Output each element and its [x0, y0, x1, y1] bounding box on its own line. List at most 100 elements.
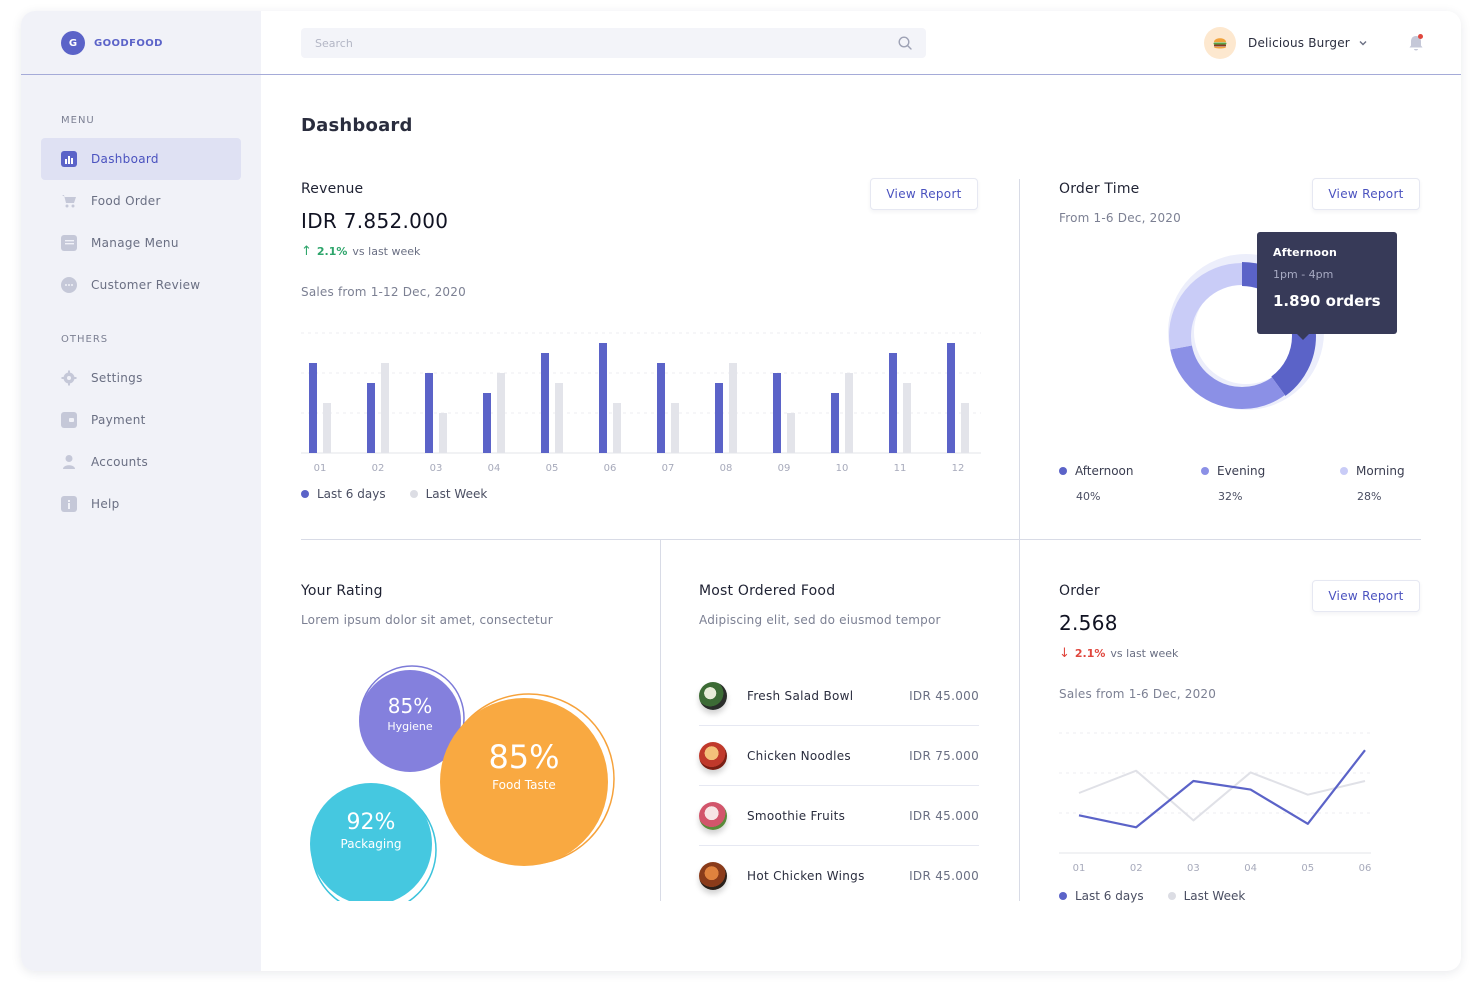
- legend-item-evening[interactable]: Evening 32%: [1201, 464, 1265, 503]
- profile-menu[interactable]: Delicious Burger: [1204, 27, 1368, 59]
- legend-item-morning[interactable]: Morning 28%: [1340, 464, 1405, 503]
- legend-item-current[interactable]: Last 6 days: [301, 487, 386, 501]
- legend-item-previous[interactable]: Last Week: [1167, 889, 1246, 903]
- legend-item-previous[interactable]: Last Week: [409, 487, 488, 501]
- search-bar: [301, 28, 926, 58]
- bar[interactable]: [309, 363, 317, 453]
- bar[interactable]: [947, 343, 955, 453]
- chevron-down-icon: [1359, 41, 1367, 46]
- list-item[interactable]: Chicken Noodles IDR 75.000: [699, 726, 979, 786]
- bar[interactable]: [425, 373, 433, 453]
- order-title: Order: [1059, 583, 1100, 599]
- sidebar-item-label: Accounts: [91, 455, 149, 469]
- order-legend: Last 6 days Last Week: [1059, 889, 1269, 903]
- bar[interactable]: [715, 383, 723, 453]
- x-tick-label: 03: [430, 463, 443, 471]
- bar[interactable]: [483, 393, 491, 453]
- bar[interactable]: [671, 403, 679, 453]
- brand[interactable]: G GOODFOOD: [61, 31, 163, 55]
- cart-icon: [61, 193, 77, 209]
- packaging-text: Packaging: [340, 837, 402, 851]
- bar[interactable]: [845, 373, 853, 453]
- list-item[interactable]: Fresh Salad Bowl IDR 45.000: [699, 666, 979, 726]
- card-divider: [660, 540, 661, 901]
- series-line-current[interactable]: [1078, 749, 1366, 829]
- bar[interactable]: [599, 343, 607, 453]
- revenue-legend: Last 6 days Last Week: [301, 487, 511, 501]
- bar[interactable]: [831, 393, 839, 453]
- donut-slice-evening[interactable]: [1169, 263, 1315, 409]
- x-tick-label: 09: [778, 463, 791, 471]
- legend-item-afternoon[interactable]: Afternoon 40%: [1059, 464, 1134, 503]
- bar[interactable]: [541, 353, 549, 453]
- arrow-up-icon: ↑: [301, 244, 312, 259]
- sidebar-item-accounts[interactable]: Accounts: [41, 441, 241, 483]
- tooltip-value: 1.890 orders: [1273, 292, 1381, 310]
- x-tick-label: 03: [1187, 863, 1200, 873]
- order-delta-pct: 2.1%: [1074, 647, 1106, 660]
- bar[interactable]: [961, 403, 969, 453]
- bar[interactable]: [729, 363, 737, 453]
- bar[interactable]: [657, 363, 665, 453]
- x-tick-label: 04: [488, 463, 501, 471]
- sidebar: G GOODFOOD MENU Dashboard Food Order Man…: [21, 11, 261, 971]
- taste-bubble[interactable]: [440, 698, 608, 866]
- legend-dot: [1340, 467, 1348, 475]
- rating-title: Your Rating: [301, 583, 383, 599]
- legend-dot: [1201, 467, 1209, 475]
- profile-name: Delicious Burger: [1248, 36, 1350, 50]
- menu-section-label: MENU: [61, 115, 95, 126]
- search-icon[interactable]: [898, 36, 912, 50]
- revenue-subtitle: Sales from 1-12 Dec, 2020: [301, 285, 466, 299]
- sidebar-item-food-order[interactable]: Food Order: [41, 180, 241, 222]
- list-item[interactable]: Hot Chicken Wings IDR 45.000: [699, 846, 979, 906]
- legend-label: Last Week: [425, 487, 488, 501]
- sidebar-item-settings[interactable]: Settings: [41, 357, 241, 399]
- bar[interactable]: [323, 403, 331, 453]
- chart-icon: [61, 151, 77, 167]
- sidebar-item-label: Food Order: [91, 194, 161, 208]
- order-view-report-button[interactable]: View Report: [1312, 580, 1420, 612]
- legend-item-current[interactable]: Last 6 days: [1059, 889, 1144, 903]
- sidebar-item-customer-review[interactable]: Customer Review: [41, 264, 241, 306]
- legend-label: Afternoon: [1075, 464, 1134, 478]
- bar[interactable]: [903, 383, 911, 453]
- search-input[interactable]: [301, 28, 861, 58]
- revenue-bar-chart: 01 02 03 04 05 06 07 08 09 10 11 12: [301, 332, 981, 471]
- revenue-delta-text: vs last week: [352, 245, 421, 258]
- bar[interactable]: [555, 383, 563, 453]
- legend-label: Last Week: [1183, 889, 1246, 903]
- legend-pct: 32%: [1218, 490, 1243, 503]
- x-tick-label: 12: [952, 463, 965, 471]
- bell-icon[interactable]: [1407, 33, 1425, 53]
- revenue-delta-pct: 2.1%: [316, 245, 348, 258]
- donut-slice-morning[interactable]: [1169, 263, 1315, 409]
- order-subtitle: Sales from 1-6 Dec, 2020: [1059, 687, 1217, 701]
- legend-dot: [1059, 467, 1067, 475]
- hygiene-bubble[interactable]: [359, 670, 461, 772]
- sidebar-item-label: Dashboard: [91, 152, 159, 166]
- bar[interactable]: [613, 403, 621, 453]
- sidebar-item-label: Payment: [91, 413, 146, 427]
- user-icon: [61, 454, 77, 470]
- bar[interactable]: [381, 363, 389, 453]
- sidebar-item-manage-menu[interactable]: Manage Menu: [41, 222, 241, 264]
- bar[interactable]: [367, 383, 375, 453]
- bar[interactable]: [439, 413, 447, 453]
- x-tick-label: 08: [720, 463, 733, 471]
- bar[interactable]: [889, 353, 897, 453]
- revenue-view-report-button[interactable]: View Report: [870, 178, 978, 210]
- bar[interactable]: [787, 413, 795, 453]
- sidebar-item-help[interactable]: Help: [41, 483, 241, 525]
- packaging-pct: 92%: [346, 810, 396, 835]
- packaging-bubble[interactable]: [310, 783, 432, 901]
- order-time-view-report-button[interactable]: View Report: [1312, 178, 1420, 210]
- list-item[interactable]: Smoothie Fruits IDR 45.000: [699, 786, 979, 846]
- gear-icon: [61, 370, 77, 386]
- sidebar-item-dashboard[interactable]: Dashboard: [41, 138, 241, 180]
- bar[interactable]: [497, 373, 505, 453]
- bar[interactable]: [773, 373, 781, 453]
- sidebar-item-payment[interactable]: Payment: [41, 399, 241, 441]
- series-line-previous[interactable]: [1078, 769, 1366, 822]
- food-price: IDR 45.000: [909, 808, 979, 823]
